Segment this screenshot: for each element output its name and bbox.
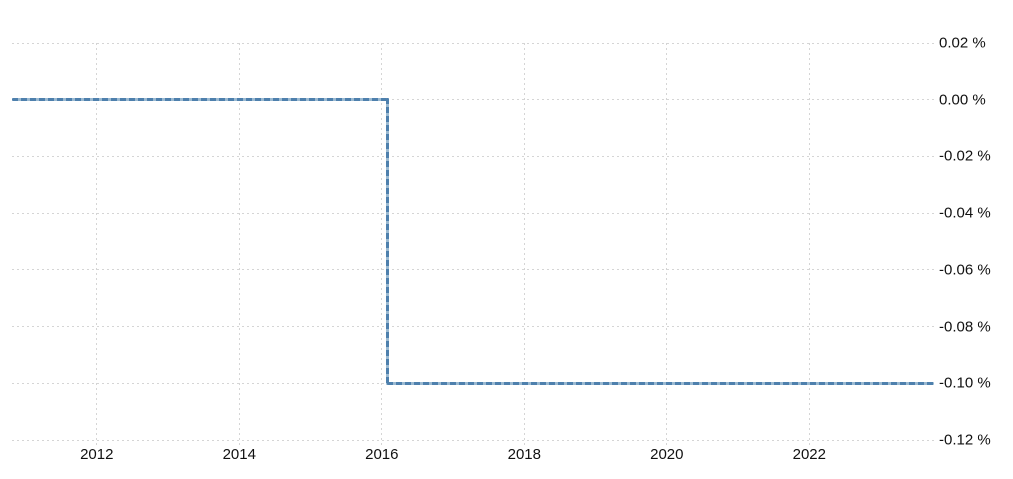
y-axis-tick-label: -0.02 % [939, 147, 991, 165]
y-axis-tick-label: -0.04 % [939, 204, 991, 222]
gridline-horizontal [12, 439, 934, 441]
gridline-horizontal [12, 212, 934, 214]
series-line-segment [12, 98, 388, 102]
y-axis-tick-label: -0.12 % [939, 431, 991, 449]
x-axis-tick-label: 2014 [222, 446, 256, 463]
y-axis-tick-label: -0.08 % [939, 318, 991, 336]
y-axis-tick-label: 0.02 % [939, 34, 986, 52]
x-axis-tick-label: 2020 [650, 446, 684, 463]
x-axis-tick-label: 2012 [80, 446, 114, 463]
gridline-vertical [523, 43, 525, 445]
x-axis-tick-label: 2016 [365, 446, 399, 463]
x-axis-tick-label: 2018 [507, 446, 541, 463]
y-axis-tick-label: -0.10 % [939, 374, 991, 392]
gridline-vertical [666, 43, 668, 445]
gridline-horizontal [12, 326, 934, 328]
gridline-horizontal [12, 42, 934, 44]
y-axis-tick-label: -0.06 % [939, 261, 991, 279]
x-axis-tick-label: 2022 [792, 446, 826, 463]
gridline-horizontal [12, 269, 934, 271]
y-axis-tick-label: 0.00 % [939, 91, 986, 109]
gridline-horizontal [12, 99, 934, 101]
gridline-vertical [238, 43, 240, 445]
gridline-vertical [381, 43, 383, 445]
gridline-vertical [96, 43, 98, 445]
series-line-segment [387, 381, 934, 385]
gridline-vertical [808, 43, 810, 445]
series-line-segment [385, 98, 389, 385]
gridline-horizontal [12, 155, 934, 157]
